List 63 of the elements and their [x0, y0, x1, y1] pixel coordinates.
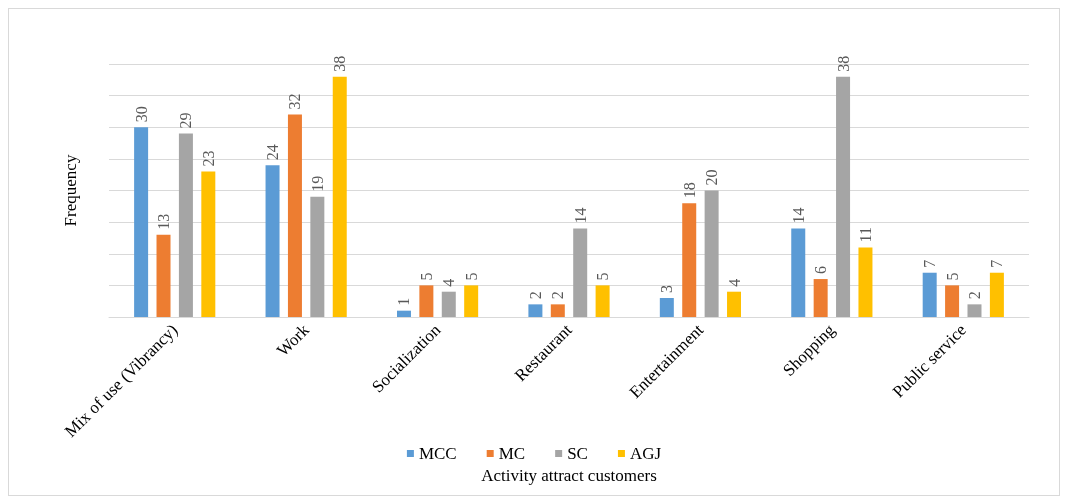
bar	[836, 76, 851, 317]
bar	[573, 228, 588, 317]
x-tick-label: Work	[273, 319, 314, 361]
data-label: 3	[658, 285, 676, 294]
bar	[791, 228, 806, 317]
bar	[265, 165, 280, 317]
data-label: 11	[856, 227, 874, 243]
bar	[464, 285, 479, 317]
data-label: 32	[286, 93, 304, 110]
bar	[945, 285, 960, 317]
data-label: 24	[264, 144, 282, 161]
legend-label: MCC	[418, 444, 457, 463]
bar	[813, 279, 828, 317]
bar	[704, 190, 719, 317]
bar	[967, 304, 982, 317]
data-label: 2	[549, 291, 567, 300]
data-label: 20	[703, 169, 721, 186]
data-label: 23	[199, 150, 217, 167]
data-label: 6	[812, 266, 830, 275]
bar	[134, 127, 149, 317]
data-label: 4	[440, 278, 458, 287]
data-label: 5	[943, 272, 961, 281]
legend-label: AGJ	[629, 444, 662, 463]
data-label: 7	[921, 259, 939, 268]
data-label: 4	[725, 278, 743, 287]
y-axis-title: Frequency	[61, 154, 80, 227]
data-label: 30	[132, 106, 150, 123]
x-axis-title: Activity attract customers	[481, 466, 657, 485]
bar	[989, 272, 1004, 317]
data-label: 29	[177, 112, 195, 129]
data-label: 14	[789, 207, 807, 224]
bar	[419, 285, 434, 317]
data-label: 5	[417, 272, 435, 281]
bar	[682, 203, 697, 317]
bar	[595, 285, 610, 317]
bar	[922, 272, 937, 317]
data-label: 2	[526, 291, 544, 300]
bar	[858, 247, 873, 317]
bar	[178, 133, 193, 317]
bar	[659, 298, 674, 317]
data-label: 14	[571, 207, 589, 224]
bar	[332, 76, 347, 317]
bar	[310, 196, 325, 317]
data-label: 18	[680, 182, 698, 199]
data-label: 38	[331, 55, 349, 72]
bar	[528, 304, 543, 317]
legend-label: SC	[567, 444, 588, 463]
data-label: 1	[395, 297, 413, 306]
bar	[727, 291, 742, 317]
data-label: 5	[594, 272, 612, 281]
data-label: 7	[988, 259, 1006, 268]
data-label: 13	[155, 213, 173, 230]
bar	[201, 171, 216, 317]
legend-label: MC	[498, 444, 526, 463]
data-label: 38	[834, 55, 852, 72]
bar	[156, 234, 171, 317]
data-label: 19	[308, 175, 326, 192]
bar	[287, 114, 302, 317]
bar	[550, 304, 565, 317]
data-label: 2	[965, 291, 983, 300]
bar	[441, 291, 456, 317]
data-label: 5	[462, 272, 480, 281]
bar	[396, 310, 411, 317]
